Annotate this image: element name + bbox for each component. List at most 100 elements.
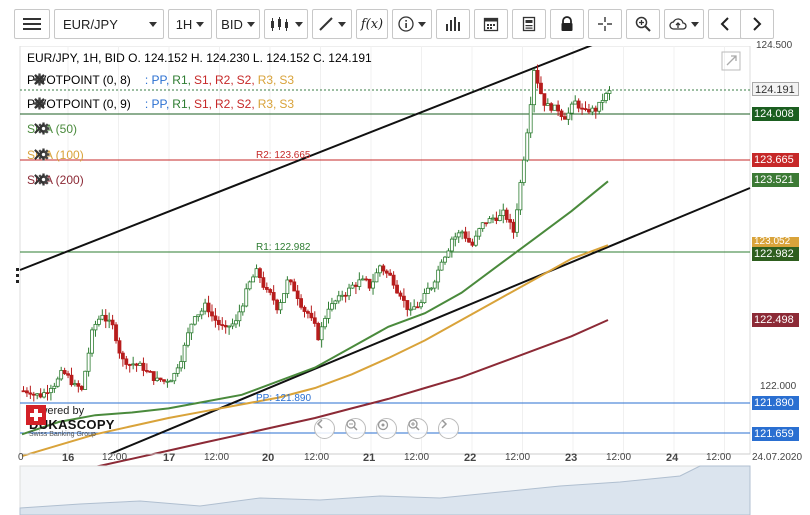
candle-body: [501, 209, 506, 217]
candle-body: [412, 306, 417, 310]
indicators-button[interactable]: f(x): [356, 9, 388, 39]
price-tag-pp: 121.890: [752, 396, 799, 410]
info-button[interactable]: [392, 9, 432, 39]
candle-body: [497, 215, 502, 222]
price-type-select[interactable]: BID: [216, 9, 260, 39]
candle-body: [473, 235, 478, 246]
candle-body: [79, 385, 84, 390]
trendline-upper[interactable]: [19, 46, 600, 271]
candle-body: [247, 281, 252, 290]
candle-body: [388, 272, 393, 276]
reset-zoom-button[interactable]: [376, 418, 397, 439]
candle-body: [179, 361, 184, 369]
candle-body: [49, 388, 53, 394]
zoom-out-button[interactable]: [345, 418, 366, 439]
chart-type-button[interactable]: [264, 9, 308, 39]
calendar-button[interactable]: [474, 9, 508, 39]
next-button[interactable]: [740, 9, 774, 39]
candle-body: [587, 109, 591, 113]
report-button[interactable]: [512, 9, 546, 39]
cloud-upload-icon: [669, 18, 687, 30]
candle-body: [312, 317, 317, 324]
candle-body: [93, 323, 98, 331]
sma50-legend[interactable]: SMA (50): [27, 122, 77, 136]
scroll-right-button[interactable]: [438, 418, 459, 439]
crosshair-button[interactable]: [588, 9, 622, 39]
candle-body: [52, 385, 57, 389]
popout-icon[interactable]: [721, 51, 741, 71]
candle-body: [28, 392, 33, 395]
pivot2-legend[interactable]: PIVOTPOINT (0, 9) : PP, R1, S1, R2, S2, …: [27, 97, 294, 111]
interval-select[interactable]: 1H: [168, 9, 212, 39]
candle-body: [552, 104, 557, 111]
prev-button[interactable]: [708, 9, 742, 39]
draw-tools-button[interactable]: [312, 9, 352, 39]
price-chart[interactable]: [0, 46, 810, 515]
candle-body: [590, 107, 595, 113]
candle-body: [199, 310, 204, 316]
candle-body: [405, 300, 410, 310]
menu-button[interactable]: [14, 9, 50, 39]
candle-body: [504, 209, 509, 220]
candle-body: [319, 326, 324, 341]
candle-body: [330, 303, 334, 310]
candle-body: [508, 219, 513, 223]
resize-grip[interactable]: [16, 268, 19, 283]
candle-body: [446, 250, 451, 258]
scroll-left-button[interactable]: [314, 418, 335, 439]
x-tick-10: 23: [565, 452, 578, 464]
zoom-in-button[interactable]: [407, 418, 428, 439]
candle-body: [264, 286, 269, 290]
candle-body: [86, 352, 91, 372]
x-tick-5: 12:00: [304, 452, 330, 463]
candle-body: [384, 270, 389, 274]
candle-body: [234, 320, 238, 325]
candlestick-icon: [271, 17, 288, 31]
candle-body: [31, 393, 36, 396]
navigator-area: [19, 465, 751, 515]
candle-body: [278, 302, 283, 311]
chart-area[interactable]: EUR/JPY, 1H, BID O. 124.152 H. 124.230 L…: [0, 40, 810, 515]
close-icon[interactable]: [33, 173, 46, 186]
candle-body: [120, 352, 125, 360]
volume-button[interactable]: [436, 9, 470, 39]
x-tick-13: 12:00: [706, 452, 732, 463]
price-tag-r1: 122.982: [752, 247, 799, 261]
close-icon[interactable]: [33, 122, 46, 135]
price-tag-124008: 124.008: [752, 107, 799, 121]
candle-body: [600, 100, 605, 103]
lock-icon: [561, 16, 573, 31]
pivot1-legend[interactable]: PIVOTPOINT (0, 8) : PP, R1, S1, R2, S2, …: [27, 73, 294, 87]
close-icon[interactable]: [33, 148, 46, 161]
candle-body: [542, 93, 547, 106]
save-cloud-button[interactable]: [664, 9, 704, 39]
close-icon[interactable]: [33, 73, 46, 86]
pivot1-r1: R1,: [172, 73, 191, 87]
candle-body: [144, 370, 149, 372]
candle-body: [175, 367, 180, 374]
candle-body: [124, 358, 129, 365]
zoom-button[interactable]: [626, 9, 660, 39]
candle-body: [583, 108, 588, 110]
reset-icon: [377, 419, 389, 431]
candle-body: [336, 295, 341, 302]
sma100-legend[interactable]: SMA (100): [27, 148, 84, 162]
candle-body: [299, 298, 303, 308]
candle-body: [607, 90, 612, 94]
symbol-select[interactable]: EUR/JPY: [54, 9, 164, 39]
candle-body: [55, 378, 60, 387]
candle-body: [165, 380, 170, 383]
candle-body: [62, 370, 67, 375]
close-icon[interactable]: [33, 97, 46, 110]
r1-label: R1: 122.982: [256, 242, 311, 253]
candle-body: [491, 217, 495, 220]
candle-body: [237, 311, 242, 322]
lock-button[interactable]: [550, 9, 584, 39]
sma50-line: [21, 180, 609, 436]
candle-body: [364, 278, 369, 281]
candle-body: [203, 302, 208, 312]
sma200-legend[interactable]: SMA (200): [27, 173, 84, 187]
candle-body: [367, 278, 372, 289]
x-tick-0: 16: [62, 452, 75, 464]
dukascopy-logo[interactable]: Powered by DUKASCOPY Swiss Banking Group: [26, 405, 115, 439]
